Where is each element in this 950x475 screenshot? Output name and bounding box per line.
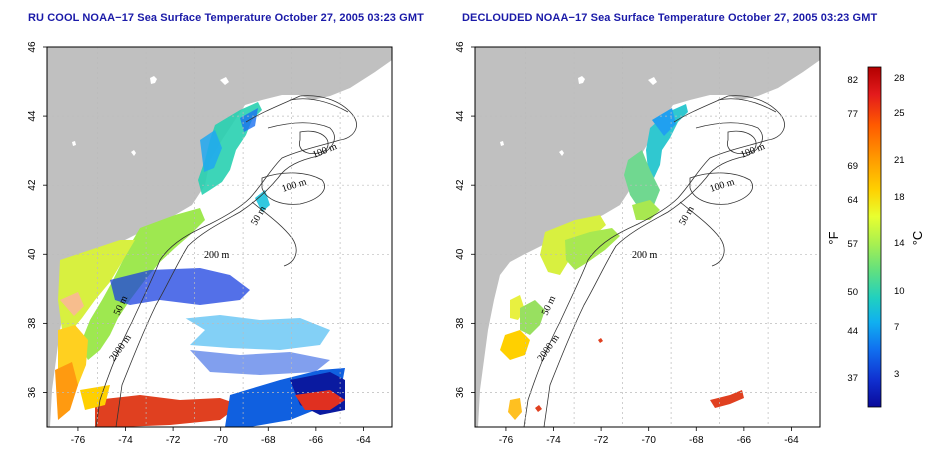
contour-label: 200 m	[632, 250, 658, 261]
colorbar-c-label: 3	[894, 369, 899, 380]
colorbar-f-label: 77	[847, 109, 858, 120]
y-tick-label: 36	[27, 386, 38, 398]
celsius-unit-label: °C	[910, 231, 925, 246]
x-tick-label: -72	[594, 435, 609, 446]
x-tick-label: -64	[784, 435, 799, 446]
colorbar-f-label: 50	[847, 287, 858, 298]
y-tick-label: 38	[455, 317, 466, 329]
x-tick-label: -64	[356, 435, 371, 446]
x-tick-label: -66	[309, 435, 324, 446]
colorbar-f-label: 64	[847, 195, 858, 206]
colorbar-c-label: 10	[894, 286, 905, 297]
graticule-right	[475, 47, 820, 427]
sst-patch-shelf	[80, 208, 205, 360]
axis-ticks-right: -76 -74 -72 -70 -68 -66 -64 36 38 40 42 44 46	[455, 41, 799, 446]
x-tick-label: -72	[166, 435, 181, 446]
colorbar: 82 77 69 64 57 50 44 37 28 25 21 18 14 10 7 3 °F °C	[826, 66, 925, 408]
axis-ticks-left: -76 -74 -72 -70 -68 -66 -64 36 38 40 42 44 46	[27, 41, 371, 446]
left-sst-map: 100 m 100 m 50 m 200 m 50 m 2000 m -76 -7…	[27, 41, 393, 446]
land-right	[475, 47, 820, 427]
x-tick-label: -70	[213, 435, 228, 446]
colorbar-f-label: 44	[847, 326, 858, 337]
colorbar-c-label: 28	[894, 73, 905, 84]
y-tick-label: 44	[27, 110, 38, 122]
colorbar-c-label: 7	[894, 322, 899, 333]
x-tick-label: -68	[689, 435, 704, 446]
x-tick-label: -74	[118, 435, 133, 446]
colorbar-labels: 82 77 69 64 57 50 44 37 28 25 21 18 14 10 7 3	[847, 73, 904, 384]
contour-label: 200 m	[204, 250, 230, 261]
colorbar-f-label: 57	[847, 239, 858, 250]
right-sst-map: 100 m 100 m 50 m 200 m 50 m 2000 m -76 -7…	[455, 41, 821, 446]
colorbar-c-label: 18	[894, 192, 905, 203]
left-map-title: RU COOL NOAA−17 Sea Surface Temperature …	[28, 12, 424, 24]
right-map-title: DECLOUDED NOAA−17 Sea Surface Temperatur…	[462, 12, 878, 24]
y-tick-label: 36	[455, 386, 466, 398]
fahrenheit-unit-label: °F	[826, 231, 841, 244]
y-tick-label: 42	[27, 179, 38, 191]
bathymetry-contours-left	[95, 95, 357, 427]
map-frame-left	[46, 46, 393, 428]
x-tick-label: -76	[499, 435, 514, 446]
colorbar-f-label: 37	[847, 373, 858, 384]
colorbar-gradient	[867, 66, 882, 408]
colorbar-c-label: 14	[894, 238, 905, 249]
bathymetry-contours-right	[523, 95, 785, 427]
x-tick-label: -68	[261, 435, 276, 446]
y-tick-label: 46	[455, 41, 466, 53]
y-tick-label: 38	[27, 317, 38, 329]
y-tick-label: 44	[455, 110, 466, 122]
x-tick-label: -76	[71, 435, 86, 446]
map-frame-right	[474, 46, 821, 428]
sst-patch-gulfstream	[95, 395, 240, 427]
colorbar-f-label: 82	[847, 75, 858, 86]
graticule-left	[47, 47, 392, 427]
colorbar-c-label: 21	[894, 155, 905, 166]
land-left	[47, 47, 392, 427]
colorbar-c-label: 25	[894, 108, 905, 119]
x-tick-label: -74	[546, 435, 561, 446]
colorbar-f-label: 69	[847, 161, 858, 172]
y-tick-label: 42	[455, 179, 466, 191]
x-tick-label: -66	[737, 435, 752, 446]
y-tick-label: 40	[455, 248, 466, 260]
x-tick-label: -70	[641, 435, 656, 446]
y-tick-label: 46	[27, 41, 38, 53]
y-tick-label: 40	[27, 248, 38, 260]
